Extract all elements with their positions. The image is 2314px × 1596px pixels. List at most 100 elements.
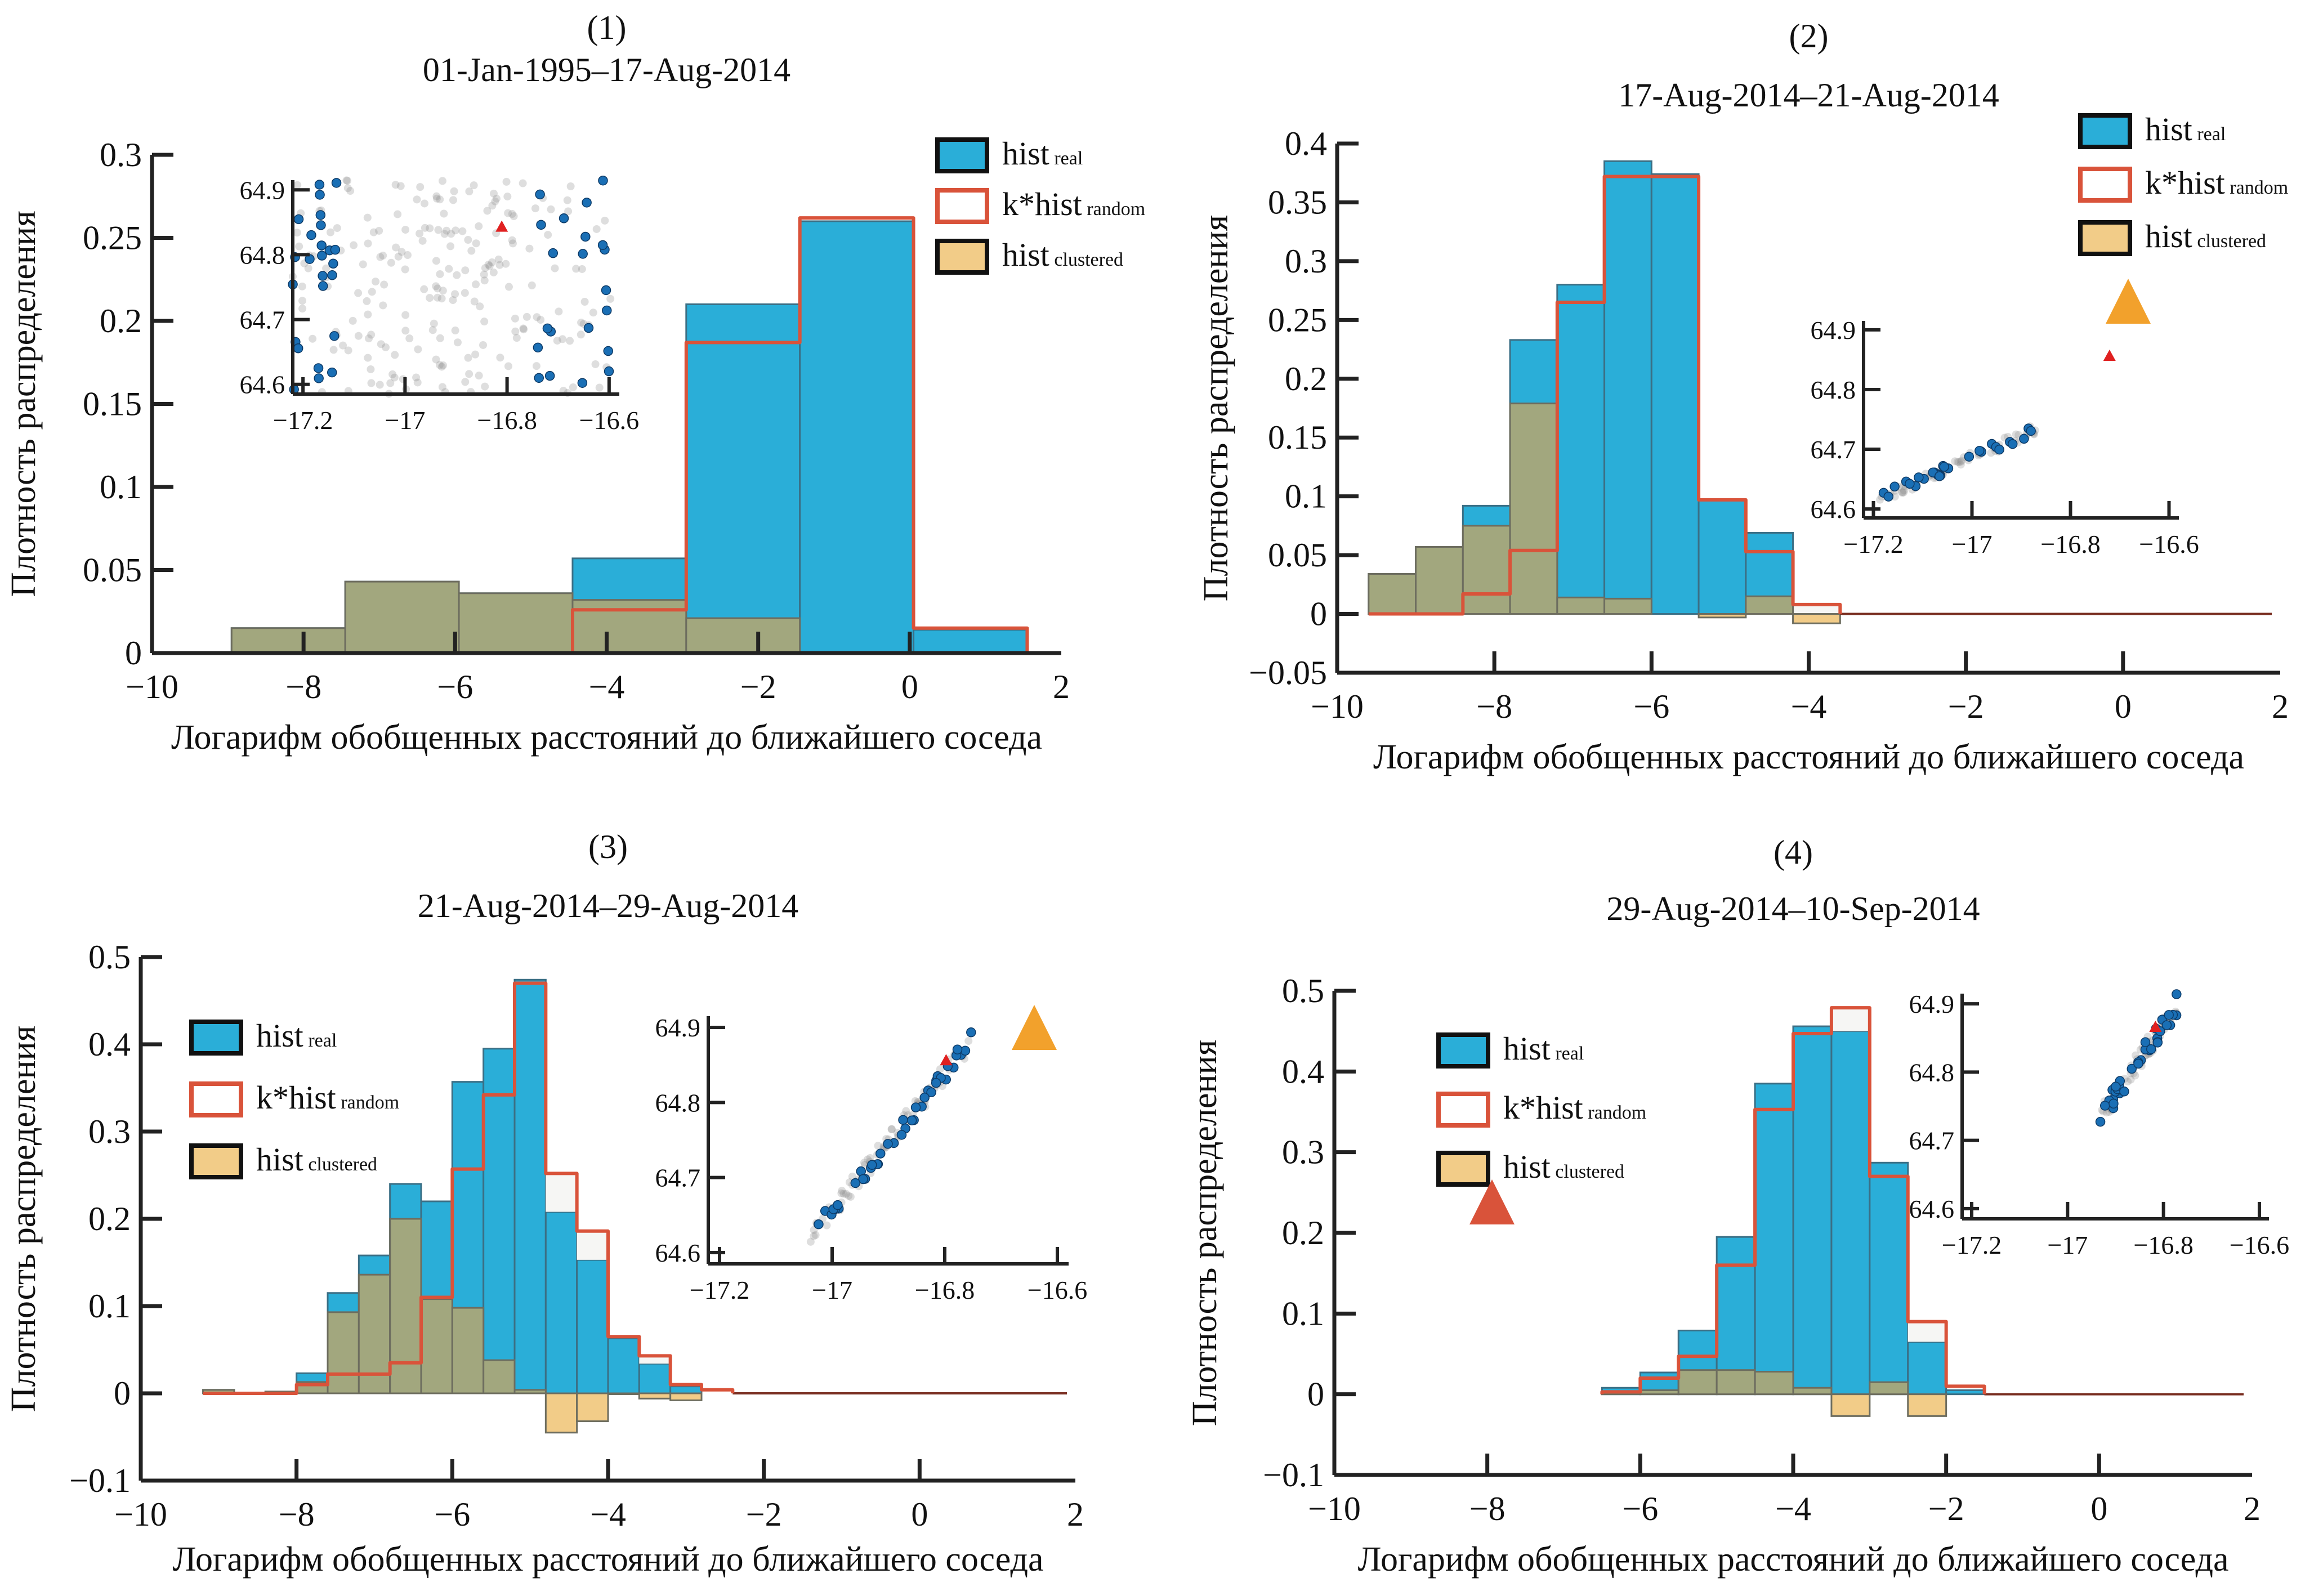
bar-clustered [1907, 1393, 1947, 1417]
y-tick-label: 0.2 [1282, 1214, 1324, 1251]
inset-bg-point [434, 284, 442, 293]
inset-bg-point [489, 268, 498, 276]
inset-bg-point [379, 301, 387, 310]
x-tick-label: −10 [1308, 1490, 1361, 1527]
inset-bg-point [566, 182, 575, 191]
inset-bg-point [488, 258, 496, 267]
bar-real [544, 1211, 578, 1394]
inset-bg-point [394, 252, 403, 261]
bar-clustered [420, 1298, 453, 1394]
bar-clustered [571, 599, 687, 654]
inset-bg-point [343, 177, 351, 185]
legend-swatch-real [189, 1020, 243, 1056]
inset-bg-point [532, 362, 540, 370]
y-tick-label: 0.25 [83, 220, 142, 257]
legend-main-text: hist [1002, 236, 1049, 273]
legend-item-random: k*hist random [935, 186, 1145, 224]
inset-bg-point [369, 228, 378, 236]
y-tick-label: 0.1 [1282, 1295, 1324, 1332]
inset-bg-point [480, 276, 489, 285]
y-tick-label: −0.1 [69, 1462, 131, 1499]
inset-bg-point [595, 383, 604, 392]
legend-main-text: hist [256, 1017, 303, 1054]
inset-cluster-point [2152, 1038, 2163, 1048]
inset-cluster-point [293, 343, 303, 354]
bar-clustered [389, 1218, 422, 1394]
chart-title: 21-Aug-2014–29-Aug-2014 [418, 887, 799, 924]
legend-main-text: k*hist [256, 1079, 336, 1116]
inset-x-tick-label: −17 [2047, 1231, 2088, 1259]
inset-bg-point [416, 229, 424, 238]
legend-item-random: k*hist random [189, 1079, 399, 1117]
bars [1368, 160, 2272, 624]
legend-label-clustered: hist clustered [256, 1141, 377, 1178]
inset-x-tick-label: −17.2 [690, 1276, 749, 1304]
inset-bg-point [806, 1237, 815, 1246]
inset-bg-point [2124, 1078, 2132, 1086]
legend: hist real k*hist random hist clustered [1436, 1030, 1646, 1187]
inset-bg-point [426, 224, 434, 233]
inset-bg-point [396, 182, 405, 190]
inset-cluster-point [2095, 1116, 2106, 1127]
inset-cluster-point [317, 251, 327, 261]
panel-4: (4)29-Aug-2014–10-Sep-2014−10 −8 −6 −4 −2 0 2−… [1186, 834, 2289, 1579]
x-tick-label: −4 [590, 1496, 626, 1533]
inset-bg-point [372, 278, 380, 286]
inset-bg-point [480, 318, 489, 326]
inset-bg-point [589, 309, 597, 317]
inset-bg-point [443, 226, 451, 235]
inset-cluster-point [2146, 1044, 2156, 1054]
inset-x-tick-label: −17.2 [1843, 530, 1903, 558]
inset-bg-point [1898, 488, 1906, 497]
x-tick-label: −8 [1476, 688, 1512, 725]
inset-bg-point [470, 181, 478, 190]
inset-bg-point [578, 265, 586, 273]
legend-label-random: k*hist random [2145, 164, 2288, 201]
y-tick-label: 0 [114, 1375, 131, 1412]
inset-y-tick-label: 64.8 [655, 1088, 701, 1117]
bar-real [1650, 173, 1700, 615]
inset-bg-point [416, 183, 425, 191]
inset-bg-point [476, 302, 484, 311]
inset-bg-point [364, 310, 372, 319]
inset-bg-point [403, 251, 412, 260]
bar-clustered [458, 592, 574, 654]
y-tick-label: 0.05 [83, 552, 142, 589]
inset-bg-point [547, 205, 555, 213]
inset-bg-point [391, 181, 400, 189]
legend-swatch-random [1436, 1092, 1490, 1128]
inset-bg-point [461, 289, 469, 297]
inset-bg-point [510, 212, 518, 221]
inset-bg-point [445, 265, 453, 273]
inset-bg-point [368, 288, 376, 296]
axes: −10 −8 −6 −4 −2 0 2 −0.05 0 0.05 0.1 0.15 0.2 0.25 0.3… [1197, 125, 2289, 776]
inset-bg-point [475, 222, 483, 230]
legend-label-real: hist real [2145, 111, 2226, 147]
x-tick-label: −4 [1775, 1490, 1811, 1527]
inset-bg-point [564, 207, 573, 216]
y-tick-label: 0.15 [83, 386, 142, 423]
bar-clustered [1830, 1393, 1871, 1417]
inset-cluster-point [931, 1078, 941, 1088]
legend-item-clustered: hist clustered [1436, 1148, 1624, 1187]
legend: hist real k*hist random hist clustered [935, 135, 1145, 275]
inset-bg-point [376, 381, 384, 389]
inset-cluster-point [330, 244, 341, 255]
inset-bg-point [377, 340, 385, 348]
inset-cluster-point [305, 254, 315, 264]
inset-cluster-point [544, 370, 555, 381]
y-tick-label: 0.05 [1268, 537, 1327, 574]
inset-bg-point [450, 187, 458, 195]
y-tick-label: 0 [1310, 596, 1327, 633]
legend-sub-text: random [336, 1092, 399, 1113]
inset-bg-point [397, 248, 406, 256]
inset-bg-point [481, 382, 489, 391]
inset-y-tick-label: 64.7 [1811, 435, 1856, 464]
inset-bg-point [401, 265, 409, 274]
legend-label-real: hist real [1503, 1030, 1584, 1067]
inset-bg-point [413, 378, 422, 387]
inset-cluster-point [604, 366, 614, 377]
inset-bg-point [866, 1154, 874, 1162]
bar-clustered [1677, 1369, 1718, 1396]
inset-bg-point [512, 334, 521, 342]
